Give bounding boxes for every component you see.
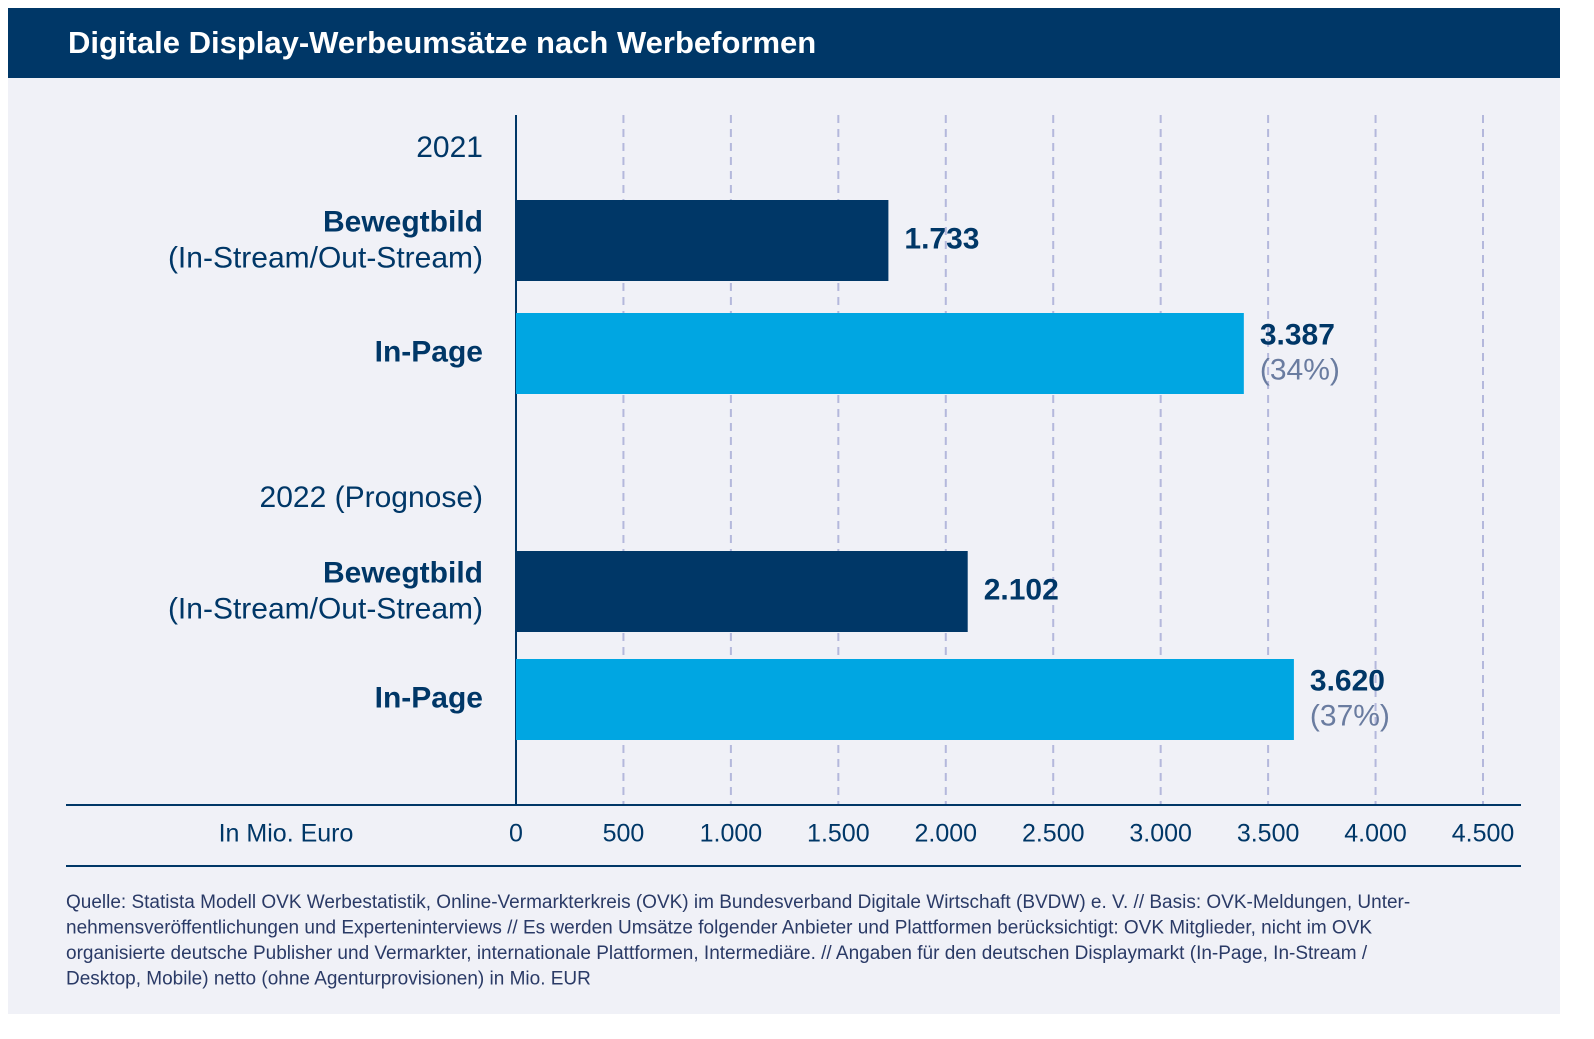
x-tick-label: 4.000 xyxy=(1344,820,1407,848)
share-label: (37%) xyxy=(1310,699,1390,732)
bar xyxy=(516,313,1244,394)
x-tick-label: 3.000 xyxy=(1129,820,1192,848)
category-label: Bewegtbild xyxy=(323,205,483,238)
value-label: 2.102 xyxy=(984,573,1059,606)
footnote: Quelle: Statista Modell OVK Werbestatist… xyxy=(66,892,1410,913)
value-label: 3.387 xyxy=(1260,318,1335,351)
x-axis-label: In Mio. Euro xyxy=(219,820,354,848)
x-tick-label: 1.500 xyxy=(807,820,870,848)
group-label: 2022 (Prognose) xyxy=(260,481,483,514)
x-tick-label: 2.000 xyxy=(914,820,977,848)
category-label: Bewegtbild xyxy=(323,556,483,589)
x-tick-label: 4.500 xyxy=(1452,820,1515,848)
x-tick-label: 1.000 xyxy=(700,820,763,848)
category-sublabel: (In-Stream/Out-Stream) xyxy=(168,241,483,274)
background xyxy=(8,8,1560,1014)
value-label: 3.620 xyxy=(1310,664,1385,697)
category-label: In-Page xyxy=(375,335,483,368)
header-bar xyxy=(8,8,1560,78)
value-label: 1.733 xyxy=(904,222,979,255)
footnote: Desktop, Mobile) netto (ohne Agenturprov… xyxy=(66,969,591,990)
bar xyxy=(516,200,889,281)
bar xyxy=(516,659,1294,740)
x-tick-label: 0 xyxy=(509,820,523,848)
category-sublabel: (In-Stream/Out-Stream) xyxy=(168,592,483,625)
category-label: In-Page xyxy=(375,681,483,714)
footnote: organisierte deutsche Publisher und Verm… xyxy=(66,943,1368,964)
chart-title: Digitale Display-Werbeumsätze nach Werbe… xyxy=(68,25,816,60)
bar xyxy=(516,551,968,632)
x-tick-label: 500 xyxy=(603,820,645,848)
share-label: (34%) xyxy=(1260,353,1340,386)
x-tick-label: 3.500 xyxy=(1237,820,1300,848)
footnote: nehmensveröffentlichungen und Expertenin… xyxy=(66,918,1372,939)
x-tick-label: 2.500 xyxy=(1022,820,1085,848)
group-label: 2021 xyxy=(416,131,483,164)
